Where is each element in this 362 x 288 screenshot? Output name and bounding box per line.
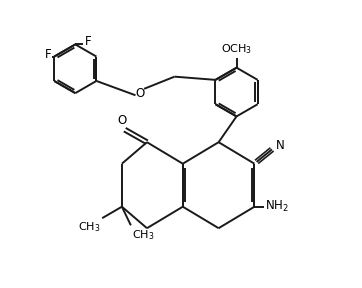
Text: O: O bbox=[135, 87, 144, 100]
Text: F: F bbox=[85, 35, 92, 48]
Text: F: F bbox=[45, 48, 51, 61]
Text: CH$_3$: CH$_3$ bbox=[132, 228, 155, 242]
Text: NH$_2$: NH$_2$ bbox=[265, 199, 289, 214]
Text: O: O bbox=[118, 114, 127, 127]
Text: N: N bbox=[275, 139, 284, 152]
Text: OCH$_3$: OCH$_3$ bbox=[221, 42, 252, 56]
Text: CH$_3$: CH$_3$ bbox=[78, 221, 101, 234]
